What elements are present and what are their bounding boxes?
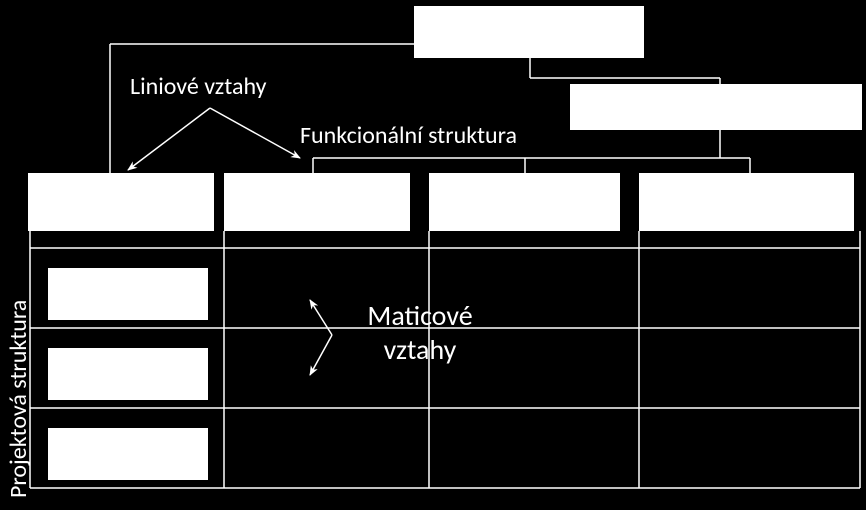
func-box-3 [429,173,620,231]
label-projektova-struktura: Projektová struktura [4,300,33,498]
func-box-1 [28,173,214,231]
top-box [414,6,644,58]
label-maticove-vztahy-line1: Maticové [367,298,472,333]
func-box-2 [224,173,410,231]
right-box [570,84,862,130]
proj-box-3 [48,428,208,480]
label-liniove-vztahy: Liniové vztahy [130,72,267,101]
proj-box-2 [48,348,208,400]
proj-box-1 [48,268,208,320]
label-funkcionalni-struktura: Funkcionální struktura [300,121,517,150]
diagram-stage: Liniové vztahy Funkcionální struktura Ma… [0,0,866,510]
func-box-4 [639,173,854,231]
label-maticove-vztahy-line2: vztahy [384,332,457,367]
